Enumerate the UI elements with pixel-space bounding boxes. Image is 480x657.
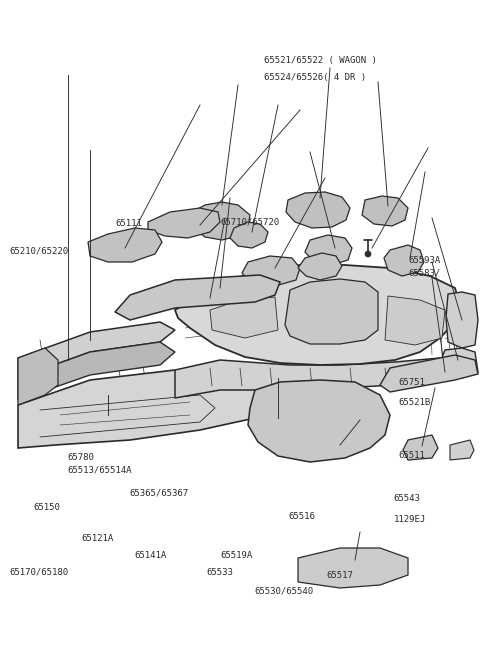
Polygon shape [305, 235, 352, 265]
Text: 65543: 65543 [394, 493, 420, 503]
Circle shape [365, 251, 371, 257]
Polygon shape [450, 440, 474, 460]
Text: 65593A: 65593A [408, 256, 440, 265]
Text: 65583/: 65583/ [408, 269, 440, 278]
Polygon shape [285, 279, 378, 344]
Polygon shape [210, 297, 278, 338]
Text: 65121A: 65121A [82, 534, 114, 543]
Polygon shape [248, 380, 390, 462]
Polygon shape [18, 348, 58, 405]
Polygon shape [403, 435, 438, 460]
Text: 65170/65180: 65170/65180 [10, 567, 69, 576]
Polygon shape [88, 228, 162, 262]
Text: 65365/65367: 65365/65367 [130, 488, 189, 497]
Polygon shape [446, 292, 478, 348]
Polygon shape [175, 265, 460, 365]
Text: 65516: 65516 [288, 512, 315, 521]
Text: 65710/65720: 65710/65720 [221, 217, 280, 227]
Text: 65521B: 65521B [398, 397, 431, 407]
Polygon shape [192, 202, 250, 240]
Polygon shape [384, 245, 424, 276]
Polygon shape [148, 208, 220, 238]
Text: 65210/65220: 65210/65220 [10, 246, 69, 256]
Polygon shape [18, 342, 175, 400]
Text: 65513/65514A: 65513/65514A [67, 466, 132, 475]
Text: 65751: 65751 [398, 378, 425, 387]
Polygon shape [298, 548, 408, 588]
Polygon shape [385, 296, 445, 345]
Text: 1129EJ: 1129EJ [394, 514, 426, 524]
Polygon shape [115, 275, 280, 320]
Text: 65521/65522 ( WAGON ): 65521/65522 ( WAGON ) [264, 56, 377, 65]
Text: 65141A: 65141A [134, 551, 167, 560]
Polygon shape [18, 322, 175, 378]
Text: 65533: 65533 [206, 568, 233, 578]
Text: 65111: 65111 [115, 219, 142, 228]
Polygon shape [286, 192, 350, 228]
Polygon shape [362, 196, 408, 226]
Text: 65511: 65511 [398, 451, 425, 461]
Polygon shape [440, 348, 478, 378]
Polygon shape [175, 358, 455, 398]
Polygon shape [230, 222, 268, 248]
Text: 65517: 65517 [326, 571, 353, 580]
Polygon shape [242, 256, 300, 286]
Text: 65150: 65150 [34, 503, 60, 512]
Polygon shape [298, 253, 342, 280]
Text: 65530/65540: 65530/65540 [254, 587, 313, 596]
Text: 65519A: 65519A [221, 551, 253, 560]
Polygon shape [380, 355, 478, 392]
Polygon shape [18, 370, 270, 448]
Text: 65780: 65780 [67, 453, 94, 462]
Text: 65524/65526( 4 DR ): 65524/65526( 4 DR ) [264, 73, 366, 82]
